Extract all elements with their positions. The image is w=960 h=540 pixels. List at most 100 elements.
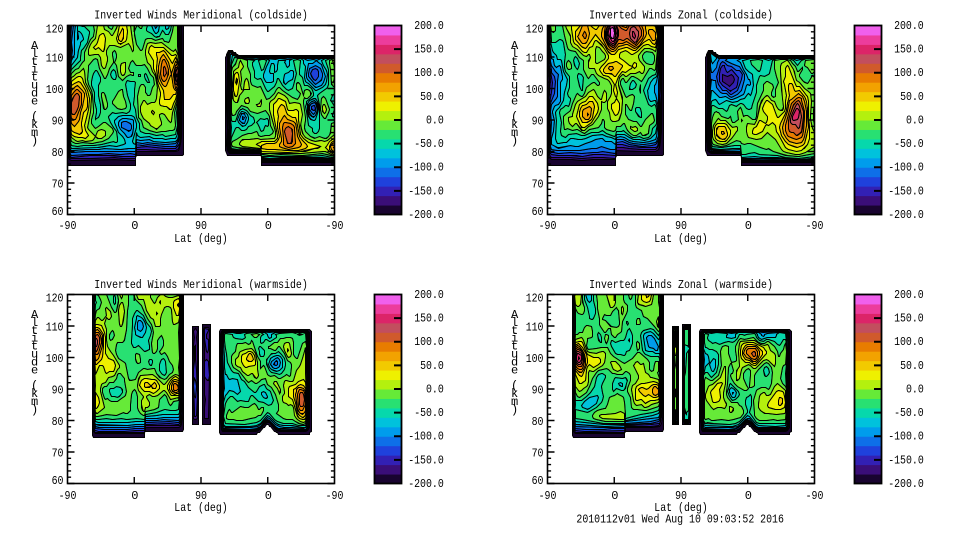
svg-text:100: 100	[526, 83, 544, 97]
svg-text:e: e	[511, 94, 518, 108]
svg-text:-150.0: -150.0	[888, 453, 924, 467]
svg-text:60: 60	[532, 474, 544, 488]
svg-text:l: l	[31, 47, 38, 61]
svg-text:120: 120	[46, 292, 64, 306]
svg-text:90: 90	[532, 114, 544, 128]
svg-text:A: A	[511, 308, 519, 322]
svg-text:100.0: 100.0	[894, 66, 924, 80]
svg-text:): )	[31, 134, 38, 148]
svg-text:t: t	[31, 340, 38, 354]
svg-text:-50.0: -50.0	[894, 406, 924, 420]
svg-text:-90: -90	[326, 219, 344, 233]
svg-text:-150.0: -150.0	[408, 453, 444, 467]
svg-text:0: 0	[745, 219, 752, 233]
svg-text:90: 90	[675, 489, 687, 503]
svg-text:Inverted Winds Meridional (war: Inverted Winds Meridional (warmside)	[94, 278, 307, 292]
svg-text:0.0: 0.0	[906, 382, 924, 396]
svg-text:70: 70	[52, 177, 64, 191]
svg-text:t: t	[31, 324, 38, 338]
svg-text:d: d	[31, 355, 38, 369]
svg-text:u: u	[31, 348, 38, 362]
svg-text:t: t	[511, 71, 518, 85]
svg-text:200.0: 200.0	[894, 19, 924, 33]
svg-text:80: 80	[52, 146, 64, 160]
svg-text:200.0: 200.0	[414, 288, 444, 302]
svg-text:150.0: 150.0	[894, 43, 924, 57]
svg-text:m: m	[511, 126, 518, 140]
svg-text:u: u	[511, 348, 518, 362]
svg-text:-50.0: -50.0	[414, 406, 444, 420]
svg-text:Lat (deg): Lat (deg)	[174, 232, 227, 246]
svg-text:i: i	[511, 332, 518, 346]
svg-text:-90: -90	[806, 219, 824, 233]
svg-text:d: d	[511, 355, 518, 369]
svg-text:e: e	[31, 363, 38, 377]
svg-text:Lat (deg): Lat (deg)	[654, 501, 707, 515]
svg-text:i: i	[31, 63, 38, 77]
svg-text:-200.0: -200.0	[408, 477, 444, 491]
svg-text:m: m	[31, 395, 38, 409]
svg-text:d: d	[511, 86, 518, 100]
svg-text:60: 60	[52, 474, 64, 488]
svg-text:e: e	[511, 363, 518, 377]
svg-text:0: 0	[131, 219, 138, 233]
svg-text:110: 110	[46, 320, 64, 334]
svg-text:Inverted Winds Zonal (warmside: Inverted Winds Zonal (warmside)	[589, 278, 773, 292]
svg-text:100.0: 100.0	[414, 335, 444, 349]
svg-text:60: 60	[52, 205, 64, 219]
svg-text:90: 90	[532, 383, 544, 397]
svg-text:0: 0	[265, 489, 272, 503]
svg-text:A: A	[511, 39, 519, 53]
svg-text:Lat (deg): Lat (deg)	[174, 501, 227, 515]
svg-text:200.0: 200.0	[414, 19, 444, 33]
svg-text:-200.0: -200.0	[408, 208, 444, 222]
svg-text:110: 110	[46, 51, 64, 65]
svg-text:-100.0: -100.0	[408, 430, 444, 444]
svg-text:(: (	[511, 110, 518, 124]
svg-text:90: 90	[52, 383, 64, 397]
svg-text:-200.0: -200.0	[888, 477, 924, 491]
svg-text:0: 0	[611, 219, 618, 233]
svg-text:u: u	[511, 79, 518, 93]
svg-text:t: t	[31, 55, 38, 69]
svg-text:60: 60	[532, 205, 544, 219]
svg-text:-150.0: -150.0	[408, 184, 444, 198]
svg-text:k: k	[31, 118, 38, 132]
svg-text:-100.0: -100.0	[888, 430, 924, 444]
svg-text:): )	[511, 134, 518, 148]
svg-text:80: 80	[532, 415, 544, 429]
svg-text:0: 0	[745, 489, 752, 503]
svg-text:t: t	[511, 324, 518, 338]
svg-text:Inverted Winds Zonal (coldside: Inverted Winds Zonal (coldside)	[589, 8, 773, 22]
svg-text:150.0: 150.0	[894, 312, 924, 326]
svg-text:t: t	[511, 340, 518, 354]
svg-text:d: d	[31, 86, 38, 100]
svg-text:A: A	[31, 308, 39, 322]
svg-text:k: k	[31, 387, 38, 401]
svg-text:-90: -90	[539, 489, 557, 503]
svg-text:0.0: 0.0	[426, 382, 444, 396]
svg-text:120: 120	[46, 23, 64, 37]
svg-text:70: 70	[532, 177, 544, 191]
svg-text:90: 90	[52, 114, 64, 128]
svg-text:-100.0: -100.0	[408, 161, 444, 175]
svg-text:50.0: 50.0	[420, 359, 444, 373]
svg-text:50.0: 50.0	[420, 90, 444, 104]
svg-text:-90: -90	[539, 219, 557, 233]
svg-text:m: m	[511, 395, 518, 409]
svg-text:l: l	[511, 47, 518, 61]
svg-text:(: (	[31, 379, 38, 393]
svg-text:l: l	[511, 316, 518, 330]
svg-text:e: e	[31, 94, 38, 108]
svg-text:t: t	[31, 71, 38, 85]
svg-text:-150.0: -150.0	[888, 184, 924, 198]
svg-text:150.0: 150.0	[414, 312, 444, 326]
svg-text:0: 0	[265, 219, 272, 233]
svg-text:90: 90	[195, 219, 207, 233]
svg-text:90: 90	[675, 219, 687, 233]
svg-text:0.0: 0.0	[426, 113, 444, 127]
svg-text:80: 80	[532, 146, 544, 160]
svg-text:100: 100	[46, 352, 64, 366]
svg-text:100: 100	[46, 83, 64, 97]
svg-text:-50.0: -50.0	[894, 137, 924, 151]
